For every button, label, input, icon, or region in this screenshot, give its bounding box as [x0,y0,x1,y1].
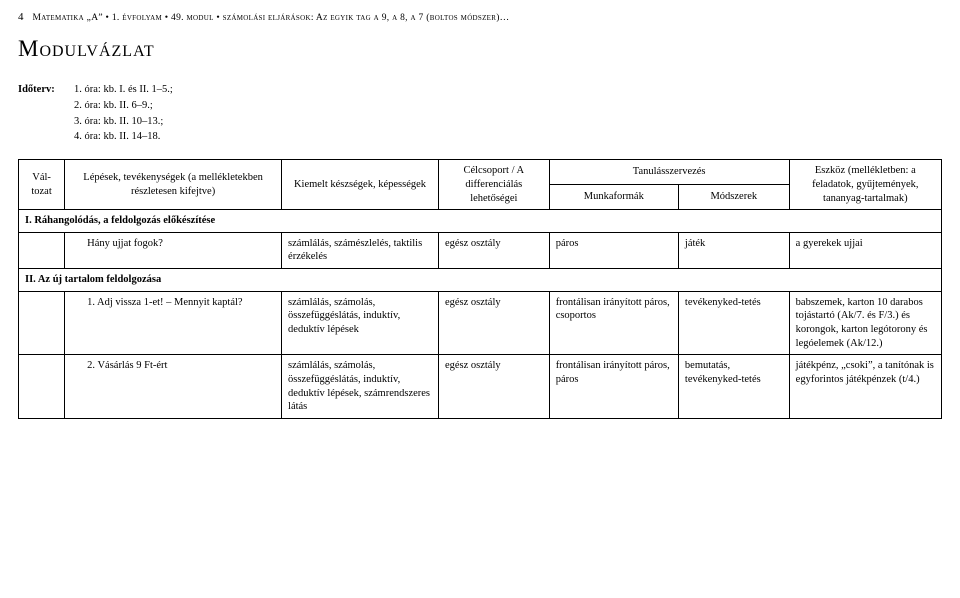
cell-target: egész osztály [438,355,549,419]
table-row: 2. Vásárlás 9 Ft-ért számlálás, számolás… [19,355,942,419]
th-workforms: Munkaformák [549,185,678,210]
cell-steps: 1. Adj vissza 1-et! – Mennyit kaptál? [65,291,282,355]
cell-skills: számlálás, számolás, összefüggéslátás, i… [282,291,439,355]
cell-method: bemutatás, tevékenyked-tetés [678,355,789,419]
schedule-line: 3. óra: kb. II. 10–13.; [74,114,163,130]
section-heading: I. Ráhangolódás, a feldolgozás előkészít… [19,210,942,233]
cell-method: játék [678,232,789,268]
cell-skills: számlálás, számészlelés, taktilis érzéke… [282,232,439,268]
th-variant: Vál- tozat [19,160,65,210]
page-header: 4 Matematika „A” • 1. évfolyam • 49. mod… [18,10,942,24]
th-skills: Kiemelt készségek, képességek [282,160,439,210]
cell-tool: játékpénz, „csoki”, a tanítónak is egyfo… [789,355,941,419]
th-methods: Módszerek [678,185,789,210]
cell-steps: Hány ujjat fogok? [65,232,282,268]
section-heading: II. Az új tartalom feldolgozása [19,269,942,292]
th-tools: Eszköz (mellékletben: a feladatok, gyűjt… [789,160,941,210]
cell-method: tevékenyked-tetés [678,291,789,355]
schedule-label: Időterv: [18,84,55,95]
cell-workform: páros [549,232,678,268]
cell-steps: 2. Vásárlás 9 Ft-ért [65,355,282,419]
cell-tool: a gyerekek ujjai [789,232,941,268]
table-row: 1. Adj vissza 1-et! – Mennyit kaptál? sz… [19,291,942,355]
table-row: Hány ujjat fogok? számlálás, számészlelé… [19,232,942,268]
cell-workform: frontálisan irányított páros, páros [549,355,678,419]
schedule-line: 4. óra: kb. II. 14–18. [74,129,160,145]
cell-workform: frontálisan irányított páros, csoportos [549,291,678,355]
th-target: Célcsoport / A differenciálás lehetősége… [438,160,549,210]
schedule-line: 2. óra: kb. II. 6–9.; [74,98,153,114]
cell-target: egész osztály [438,232,549,268]
th-steps: Lépések, tevékenységek (a mellékletekben… [65,160,282,210]
cell-tool: babszemek, karton 10 darabos tojástartó … [789,291,941,355]
th-org: Tanulásszervezés [549,160,789,185]
cell-skills: számlálás, számolás, összefüggéslátás, i… [282,355,439,419]
module-title: Modulvázlat [18,34,942,64]
cell-target: egész osztály [438,291,549,355]
schedule-block: Időterv: 1. óra: kb. I. és II. 1–5.; 2. … [18,82,942,145]
schedule-line: 1. óra: kb. I. és II. 1–5.; [74,82,173,98]
breadcrumb: Matematika „A” • 1. évfolyam • 49. modul… [33,13,510,23]
page-number: 4 [18,11,24,23]
module-table: Vál- tozat Lépések, tevékenységek (a mel… [18,159,942,419]
